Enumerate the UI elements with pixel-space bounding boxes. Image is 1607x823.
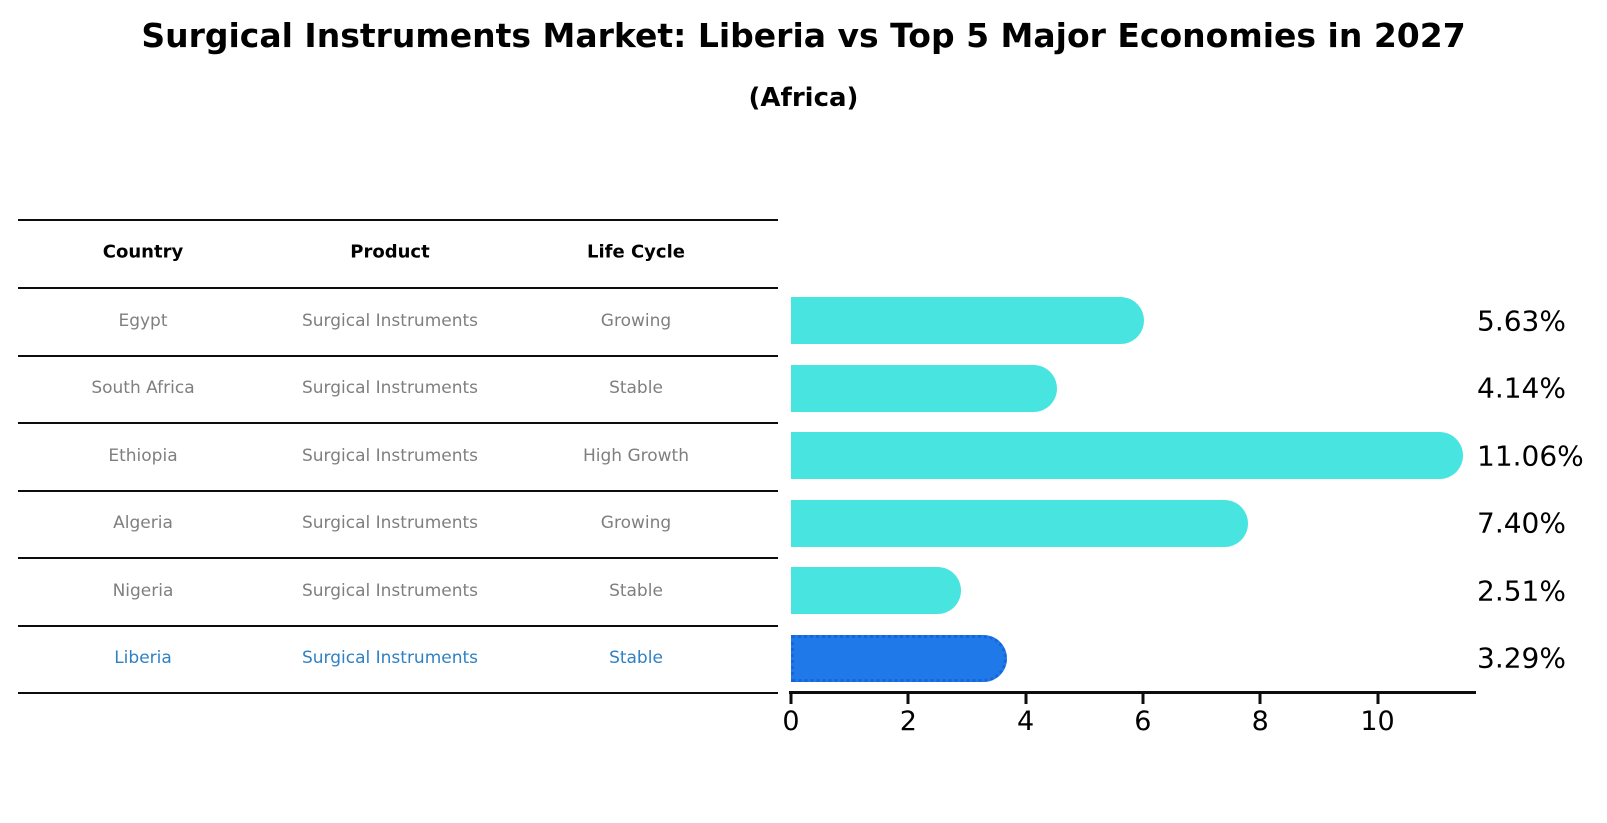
value-label: 7.40%: [1477, 506, 1566, 540]
table-cell-life-cycle: High Growth: [582, 445, 689, 466]
table-header-separator-line: [18, 287, 778, 289]
value-label: 4.14%: [1477, 371, 1566, 405]
table-cell-life-cycle: Growing: [600, 310, 672, 331]
table-cell-product: Surgical Instruments: [301, 445, 479, 466]
x-axis-tick-mark: [789, 694, 793, 704]
table-cell-country: South Africa: [91, 378, 195, 399]
chart-title: Surgical Instruments Market: Liberia vs …: [141, 16, 1466, 55]
row-separator-line: [18, 489, 778, 492]
table-cell-product: Surgical Instruments: [301, 580, 479, 601]
x-axis-tick-mark: [906, 694, 910, 704]
table-cell-country: Nigeria: [112, 580, 174, 601]
x-axis-tick-mark: [1376, 694, 1379, 704]
value-label: 5.63%: [1477, 304, 1566, 338]
bar-liberia: [791, 634, 1007, 682]
x-axis-tick-label: 10: [1360, 706, 1395, 737]
x-axis-line: [789, 691, 1476, 694]
x-axis-tick-mark: [1258, 694, 1262, 704]
column-header-life-cycle: Life Cycle: [587, 241, 685, 263]
bar-ethiopia: [791, 432, 1463, 480]
x-axis-tick-label: 4: [1017, 706, 1035, 737]
value-label: 3.29%: [1477, 641, 1566, 675]
value-label: 11.06%: [1477, 439, 1584, 473]
table-cell-product: Surgical Instruments: [301, 513, 479, 534]
table-cell-country: Liberia: [114, 648, 172, 669]
table-cell-country: Ethiopia: [108, 445, 178, 466]
table-cell-product: Surgical Instruments: [301, 378, 479, 399]
row-separator-line: [18, 422, 778, 424]
row-separator-line: [18, 557, 778, 559]
bar-nigeria: [791, 567, 962, 615]
column-header-product: Product: [350, 241, 430, 263]
table-cell-country: Algeria: [113, 513, 173, 534]
x-axis-tick-label: 0: [782, 706, 800, 737]
table-cell-country: Egypt: [118, 310, 168, 331]
table-cell-life-cycle: Stable: [609, 648, 663, 669]
table-cell-life-cycle: Stable: [609, 378, 663, 399]
table-cell-life-cycle: Stable: [609, 580, 663, 601]
bar-egypt: [791, 297, 1145, 345]
row-separator-line: [18, 354, 778, 357]
table-top-line: [18, 219, 778, 221]
x-axis-tick-label: 2: [899, 706, 917, 737]
x-axis-tick-label: 8: [1251, 706, 1269, 737]
table-cell-product: Surgical Instruments: [301, 310, 479, 331]
bar-south-africa: [791, 364, 1057, 412]
table-cell-life-cycle: Growing: [600, 513, 672, 534]
x-axis-tick-mark: [1024, 694, 1028, 704]
table-cell-product: Surgical Instruments: [301, 648, 479, 669]
row-separator-line: [18, 624, 778, 627]
value-label: 2.51%: [1477, 574, 1566, 608]
x-axis-tick-label: 6: [1134, 706, 1152, 737]
column-header-country: Country: [102, 241, 184, 263]
x-axis-tick-mark: [1141, 694, 1145, 704]
row-separator-line: [18, 692, 778, 694]
bar-algeria: [791, 499, 1248, 547]
chart-subtitle: (Africa): [748, 83, 859, 113]
